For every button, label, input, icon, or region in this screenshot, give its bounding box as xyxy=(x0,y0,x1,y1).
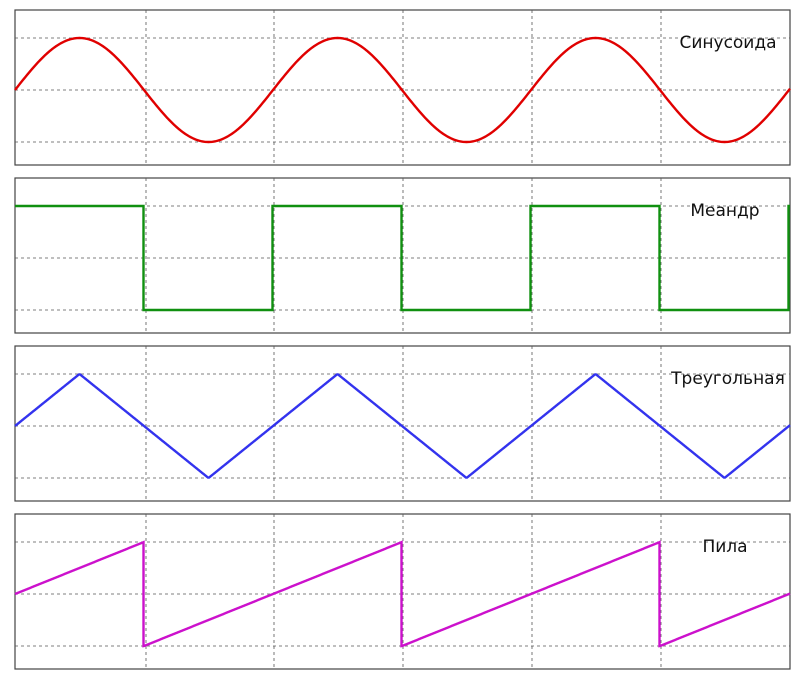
waveform xyxy=(15,204,790,312)
waveform xyxy=(14,373,791,479)
panel-frame xyxy=(14,345,791,502)
panel-label: Пила xyxy=(702,537,747,557)
panel-label: Меандр xyxy=(690,201,759,221)
panel-frame xyxy=(14,177,791,334)
waveform xyxy=(14,540,791,648)
panel-frame xyxy=(14,513,791,670)
waveform xyxy=(14,36,791,144)
panel-label: Синусоида xyxy=(679,33,776,53)
panel-frame xyxy=(14,9,791,166)
panel-label: Треугольная xyxy=(670,369,785,389)
